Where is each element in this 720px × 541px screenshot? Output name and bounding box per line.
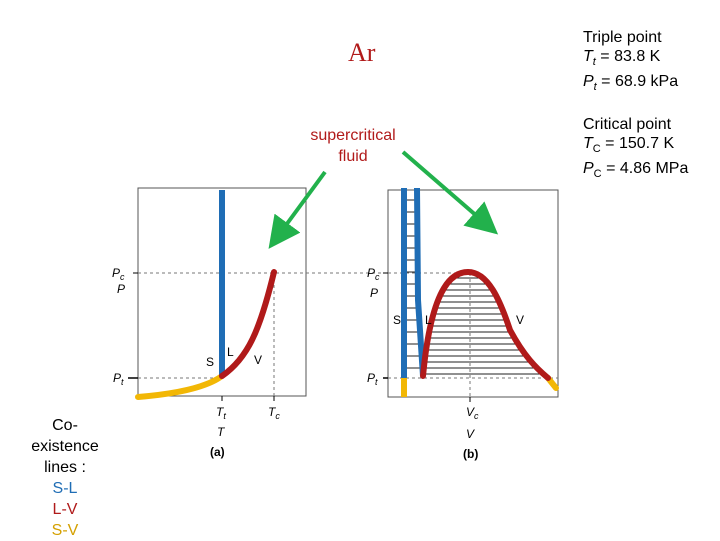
pv-frame: [387, 189, 559, 398]
critical-point-heading: Critical point: [583, 116, 672, 133]
caption-a: (a): [210, 445, 225, 459]
tc-label: Tc: [268, 405, 280, 421]
supercritical-arrow-right: [401, 150, 499, 235]
legend-solid-liquid: S-L: [52, 480, 78, 497]
vc-label: Vc: [466, 405, 479, 421]
triple-point-info: Triple point Tt = 83.8 K Pt = 68.9 kPa: [583, 28, 678, 97]
solid-vapor-curve: [135, 373, 225, 400]
s-region-label: S: [206, 355, 214, 369]
s-region-label-b: S: [393, 313, 401, 327]
p-axis-label: P: [117, 282, 125, 296]
critical-point-pressure: PC = 4.86 MPa: [583, 160, 689, 181]
liquid-boundary-curve: [414, 187, 426, 377]
pt-label-b: Pt: [367, 371, 378, 387]
pc-label-b: Pc: [367, 266, 380, 282]
critical-point-info: Critical point TC = 150.7 K PC = 4.86 MP…: [583, 115, 688, 184]
legend-heading-1: Co-existence: [31, 417, 99, 455]
v-region-label: V: [254, 353, 262, 367]
tt-label: Tt: [216, 405, 226, 421]
triple-point-heading: Triple point: [583, 29, 662, 46]
pt-diagram: Pc P Pt S L V Tt Tc T (a): [112, 187, 307, 459]
critical-point-temperature: TC = 150.7 K: [583, 135, 675, 156]
pv-diagram: Pc P Pt S L V Vc V (b): [306, 187, 559, 461]
liquid-vapor-dome: [420, 268, 551, 381]
legend-solid-vapor: S-V: [51, 522, 79, 539]
coexistence-legend: Co-existence lines : S-L L-V S-V: [20, 415, 110, 541]
l-region-label: L: [227, 345, 234, 359]
supercritical-fluid-label: supercritical fluid: [310, 127, 396, 165]
triple-point-pressure: Pt = 68.9 kPa: [583, 73, 679, 94]
supercritical-arrow-left: [268, 170, 327, 249]
v-region-label-b: V: [516, 313, 524, 327]
liquid-vapor-curve: [219, 269, 277, 379]
pc-label: Pc: [112, 266, 125, 282]
pt-label: Pt: [113, 371, 124, 387]
triple-point-temperature: Tt = 83.8 K: [583, 48, 661, 69]
v-axis-label: V: [466, 427, 475, 441]
legend-heading-2: lines :: [44, 459, 86, 476]
legend-liquid-vapor: L-V: [52, 501, 78, 518]
caption-b: (b): [463, 447, 478, 461]
l-region-label-b: L: [425, 313, 432, 327]
t-axis-label: T: [217, 425, 226, 439]
page-title: Ar: [348, 38, 376, 67]
p-axis-label-b: P: [370, 286, 378, 300]
